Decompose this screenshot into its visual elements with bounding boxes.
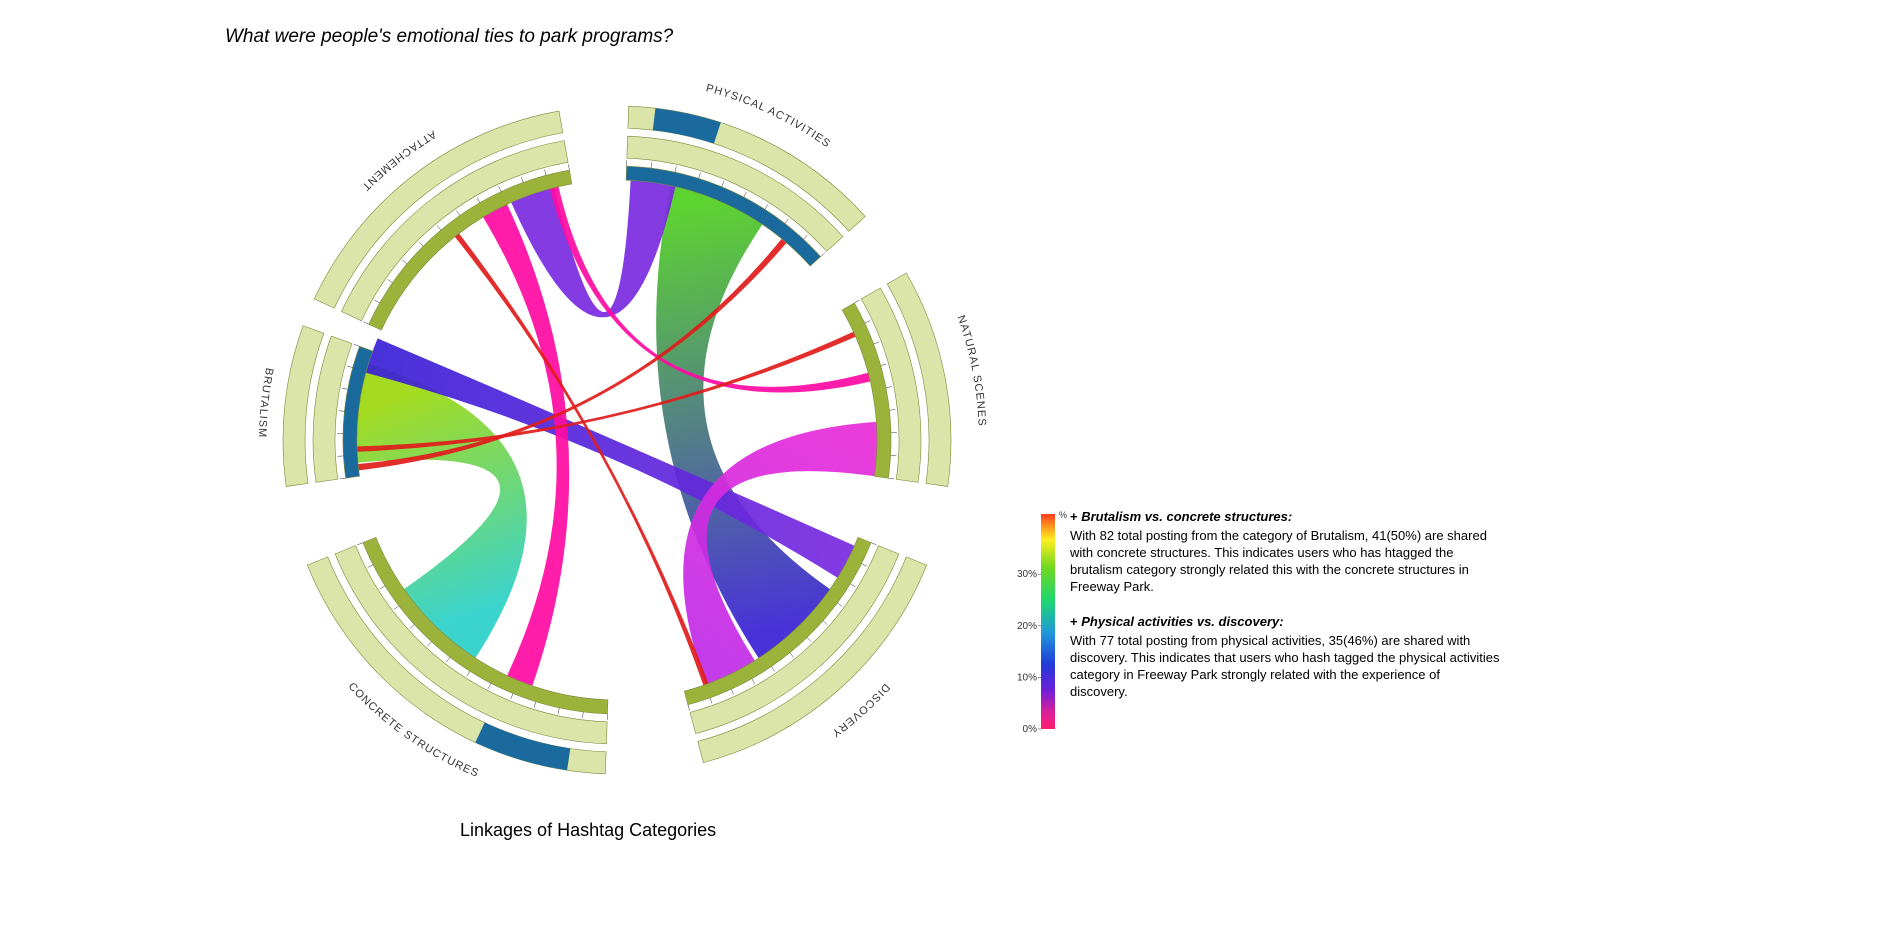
annotation-title: + Physical activities vs. discovery: <box>1070 613 1500 630</box>
annotations-panel: + Brutalism vs. concrete structures: With… <box>1070 508 1500 718</box>
sector-label: BRUTALISM <box>256 367 275 438</box>
annotation-body: With 77 total posting from physical acti… <box>1070 632 1500 700</box>
legend-tick: 0% <box>1023 724 1038 735</box>
annotation-title: + Brutalism vs. concrete structures: <box>1070 508 1500 525</box>
legend-bar <box>1041 514 1055 729</box>
legend-tick: 10% <box>1017 672 1037 683</box>
chord-svg: ATTACHEMENTPHYSICAL ACTIVITIESNATURAL SC… <box>197 20 1037 860</box>
legend-gradient-bar: % 30% 20% 10% 0% <box>1015 510 1069 739</box>
chart-caption: Linkages of Hashtag Categories <box>460 820 716 841</box>
legend-top-label: % <box>1059 510 1067 520</box>
legend-tick: 30% <box>1017 569 1037 580</box>
sector-band-accent <box>653 108 721 143</box>
annotation-block: + Physical activities vs. discovery: With… <box>1070 613 1500 700</box>
legend-tick: 20% <box>1017 621 1037 632</box>
annotation-body: With 82 total posting from the category … <box>1070 527 1500 595</box>
chord-diagram: ATTACHEMENTPHYSICAL ACTIVITIESNATURAL SC… <box>197 20 1037 865</box>
sector-label: NATURAL SCENES <box>955 314 988 427</box>
annotation-block: + Brutalism vs. concrete structures: With… <box>1070 508 1500 595</box>
color-legend: % 30% 20% 10% 0% <box>1015 510 1069 739</box>
